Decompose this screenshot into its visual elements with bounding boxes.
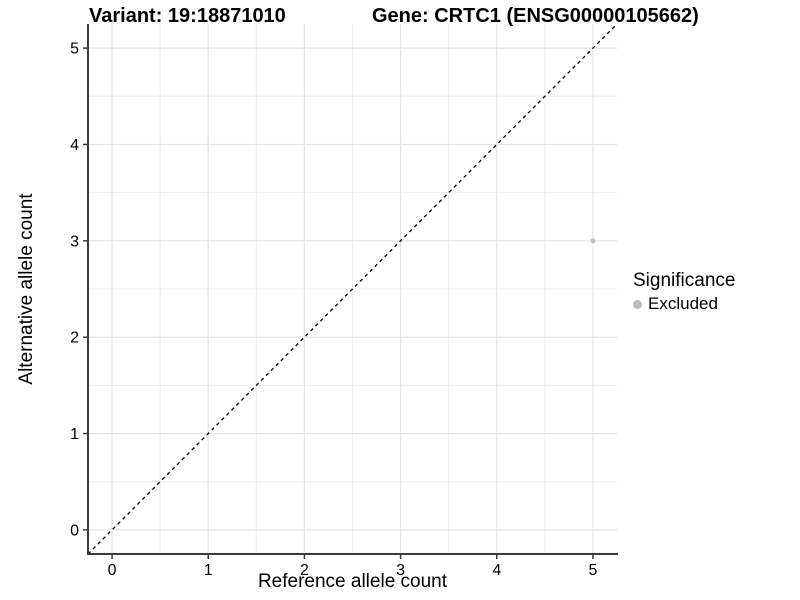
y-tick-label: 5: [70, 41, 79, 58]
x-tick-label: 1: [204, 562, 213, 579]
y-tick-label: 0: [70, 522, 79, 539]
y-tick-label: 4: [70, 137, 79, 154]
legend-item-excluded: Excluded: [633, 294, 735, 314]
legend-title: Significance: [633, 270, 736, 291]
excluded-point-icon: [633, 299, 642, 309]
significance-legend: Significance Excluded: [633, 269, 735, 314]
x-axis-title: Reference allele count: [257, 571, 448, 592]
gene-title: Gene: CRTC1 (ENSG00000105662): [372, 5, 699, 27]
x-tick-label: 4: [492, 562, 501, 579]
x-tick-label: 3: [396, 562, 405, 579]
x-tick-label: 5: [589, 562, 598, 579]
y-tick-label: 3: [70, 233, 79, 250]
data-point: [590, 238, 596, 244]
x-tick-label: 2: [300, 562, 309, 579]
legend-item-label: Excluded: [648, 294, 718, 313]
y-tick-label: 1: [70, 426, 79, 443]
y-tick-label: 2: [70, 330, 79, 347]
identity-line: [87, 23, 618, 555]
x-tick-label: 0: [108, 562, 117, 579]
y-axis-title: Alternative allele count: [16, 193, 37, 385]
variant-title: Variant: 19:18871010: [89, 5, 286, 27]
